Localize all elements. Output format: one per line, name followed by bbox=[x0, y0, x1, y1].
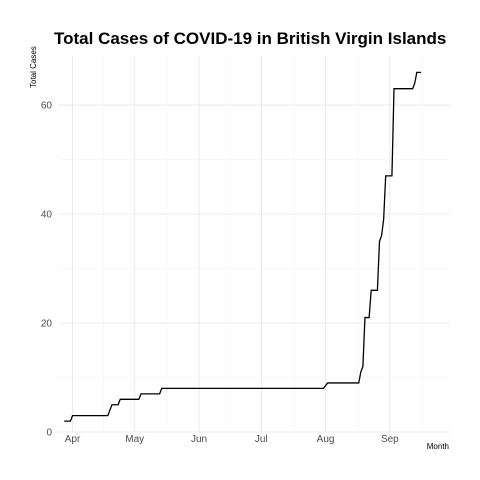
y-tick-label: 20 bbox=[41, 319, 53, 330]
x-tick-label: Apr bbox=[65, 434, 81, 445]
x-tick-label: Jun bbox=[191, 434, 207, 445]
y-axis-label: Total Cases bbox=[29, 46, 38, 88]
x-tick-label: Jul bbox=[255, 434, 268, 445]
y-tick-label: 60 bbox=[41, 101, 53, 112]
gridlines bbox=[58, 56, 450, 433]
y-tick-label: 40 bbox=[41, 210, 53, 221]
series-layer bbox=[64, 71, 421, 422]
tick-labels: 0 20 40 60 Apr May Jun Jul Aug Sep bbox=[41, 101, 399, 445]
x-tick-label: Sep bbox=[381, 434, 399, 445]
y-tick-label: 0 bbox=[46, 428, 52, 439]
x-tick-label: May bbox=[125, 434, 144, 445]
x-axis-label: Month bbox=[427, 442, 449, 451]
chart-title: Total Cases of COVID-19 in British Virgi… bbox=[54, 29, 446, 48]
series-line bbox=[64, 71, 421, 422]
x-tick-label: Aug bbox=[317, 434, 335, 445]
